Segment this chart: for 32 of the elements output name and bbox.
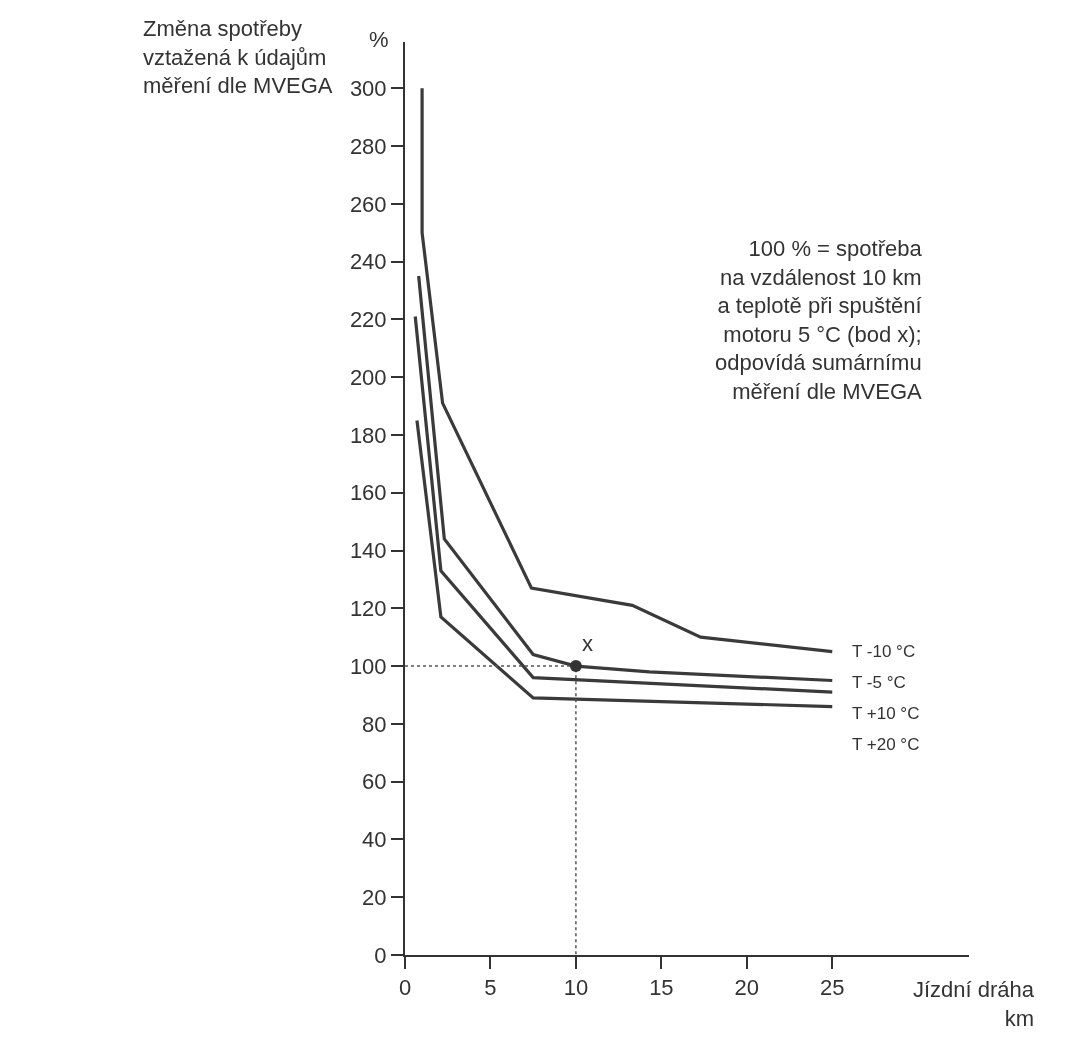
y-tick-label: 160 <box>349 480 387 506</box>
y-tick-label: 60 <box>362 769 387 795</box>
x-tick-label: 25 <box>820 975 845 1001</box>
y-tick-label: 140 <box>349 538 387 564</box>
x-tick-label: 20 <box>734 975 760 1001</box>
series-label: T +10 °C <box>852 704 920 723</box>
annotation: x <box>582 631 593 656</box>
y-tick-label: 200 <box>349 364 387 390</box>
text: T +20 °C <box>852 735 920 754</box>
y-tick-label: 220 <box>349 307 387 333</box>
series-label: T -5 °C <box>852 673 906 692</box>
text: % <box>369 27 389 52</box>
y-tick-label: 100 <box>349 653 387 679</box>
y-tick-label: 20 <box>362 884 387 910</box>
line-series <box>415 418 834 709</box>
y-tick-label: 260 <box>349 191 387 217</box>
x-tick-label: 10 <box>563 975 589 1001</box>
y-tick-label: 300 <box>349 75 387 101</box>
y-tick-label: 0 <box>374 942 387 968</box>
y-tick-label: 120 <box>349 595 387 621</box>
y-axis-title: Změna spotřeby vztažená k údajům měření dle MVEGA <box>143 16 333 99</box>
y-tick-label: 240 <box>349 249 387 275</box>
x-tick-label: 0 <box>398 975 412 1001</box>
x-tick-label: 5 <box>484 975 497 1001</box>
x-tick-label: 15 <box>649 975 674 1001</box>
y-tick-label: 40 <box>362 827 387 853</box>
series-label: T -10 °C <box>852 642 916 661</box>
annotation: 100 % = spotřeba na vzdálenost 10 km a teplotě při spuštění motoru 5 °C (bod x); odpovídá sumárnímu měření dle MVEGA <box>715 236 923 404</box>
y-tick-label: 180 <box>349 422 387 448</box>
y-tick-label: 80 <box>362 711 387 737</box>
y-tick-label: 280 <box>349 133 387 159</box>
x-axis-title: Jízdní dráha km <box>913 977 1035 1031</box>
